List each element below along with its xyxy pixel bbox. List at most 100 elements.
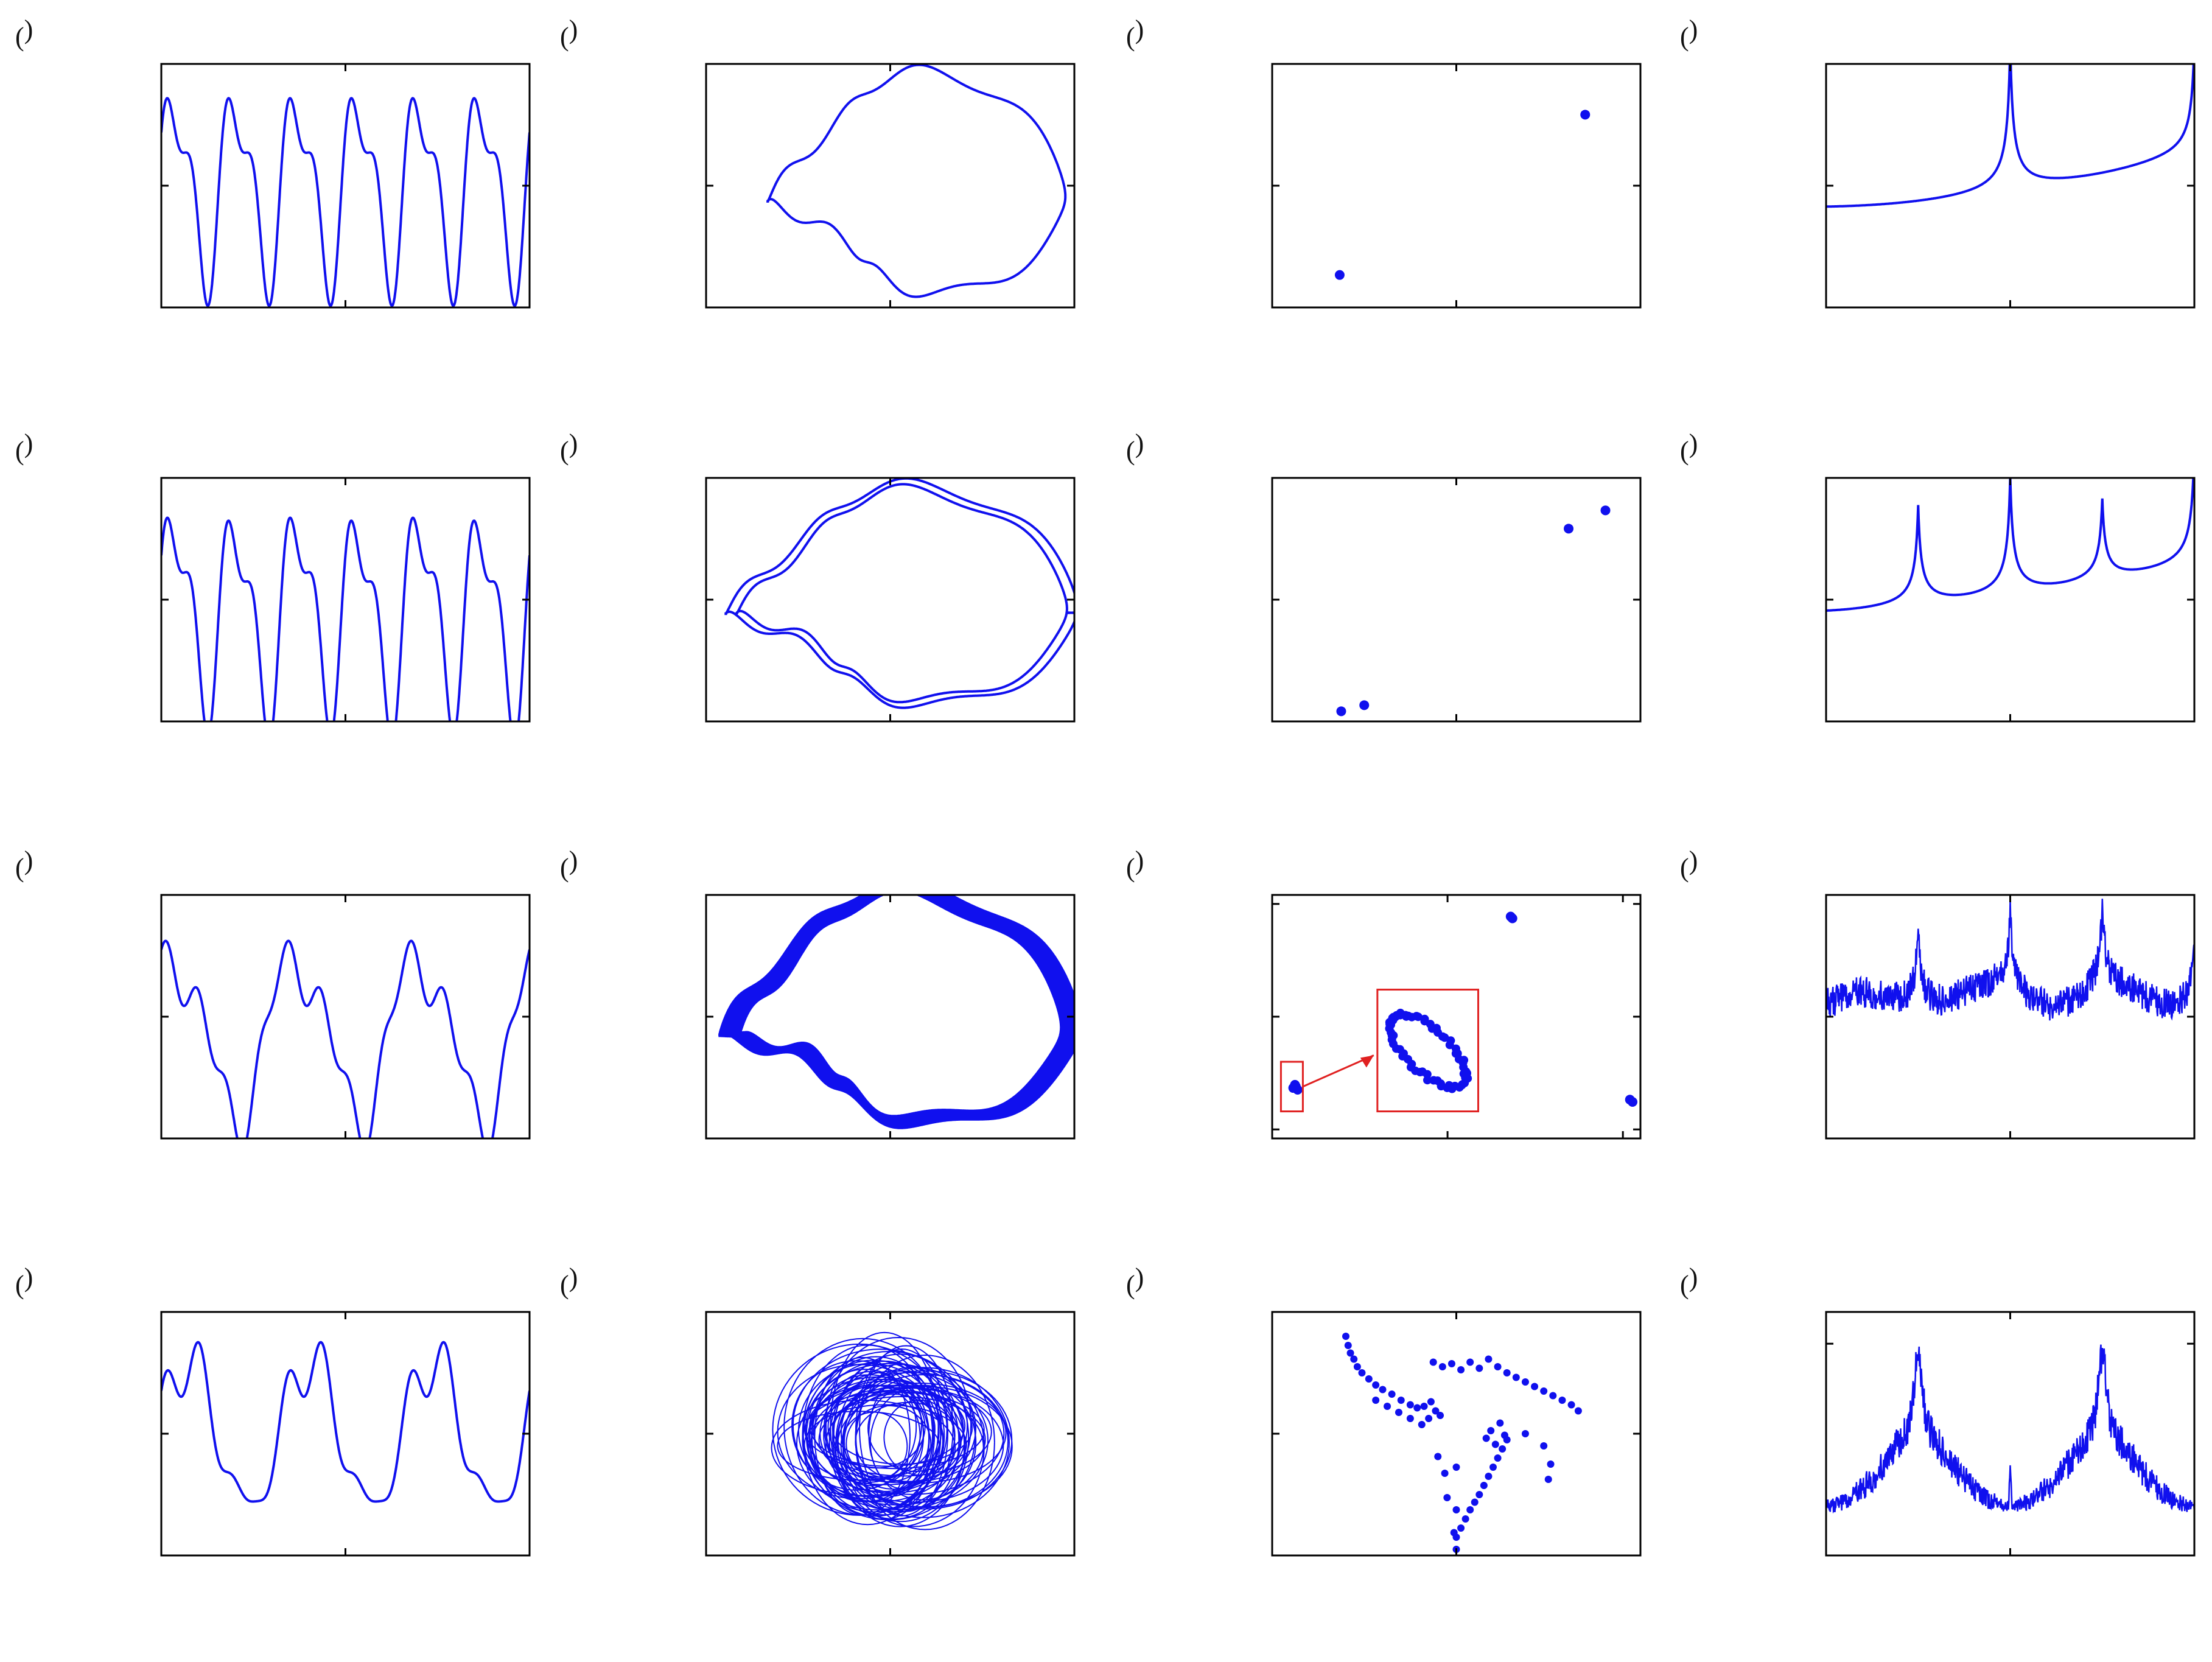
- data-point-5: [1507, 913, 1517, 924]
- series-0: [771, 1331, 1013, 1531]
- plot-area: [1826, 1344, 2194, 1514]
- data-point-33: [1521, 1378, 1529, 1386]
- data-point-42: [1491, 1440, 1499, 1448]
- panel-label: (): [1680, 429, 1698, 466]
- panel-label-open: (: [1680, 853, 1689, 883]
- plot-area: [1288, 911, 1638, 1107]
- orbit-loop-35: [802, 1350, 976, 1521]
- panel-label-close: ): [1135, 429, 1144, 458]
- data-point-29: [1485, 1355, 1493, 1363]
- data-point-20: [1406, 1415, 1414, 1422]
- data-point-5: [1358, 1369, 1366, 1376]
- panel-label-close: ): [569, 15, 578, 44]
- panel-a2: (): [15, 429, 531, 723]
- panel-label-close: ): [24, 429, 33, 458]
- inset-arrow: [1302, 1054, 1374, 1088]
- panel-label-close: ): [1689, 1263, 1698, 1292]
- panel-a4: (): [15, 1263, 531, 1557]
- panel-label-close: ): [1135, 1263, 1144, 1292]
- inset-point-9: [1451, 1044, 1460, 1053]
- inset-point-53: [1423, 1076, 1432, 1085]
- data-point-1: [1580, 110, 1591, 120]
- series-0: [161, 516, 530, 721]
- orbit-loop-52: [869, 1384, 977, 1501]
- plot-area: [718, 895, 1074, 1129]
- series-0: [1826, 1344, 2194, 1514]
- data-point-36: [1549, 1392, 1557, 1400]
- data-point-0: [1334, 270, 1345, 280]
- data-point-14: [1427, 1398, 1435, 1406]
- panel-label-close: ): [569, 1263, 578, 1292]
- panel-label: (): [15, 15, 33, 52]
- panel-label-open: (: [1126, 436, 1135, 466]
- axes-frame: [160, 63, 531, 309]
- panel-c3: (): [1126, 846, 1642, 1140]
- panel-label-close: ): [569, 846, 578, 875]
- panel-label-close: ): [1135, 15, 1144, 44]
- panel-label-close: ): [1689, 15, 1698, 44]
- series-0: [161, 1341, 530, 1503]
- orbit-loop-20: [783, 1338, 942, 1516]
- axes-frame: [1271, 477, 1642, 723]
- data-point-12: [1413, 1404, 1421, 1412]
- data-point-13: [1420, 1403, 1428, 1410]
- panel-label: (): [560, 1263, 578, 1300]
- series-0: [1826, 64, 2194, 208]
- panel-b1: (): [560, 15, 1076, 309]
- data-point-18: [1384, 1403, 1391, 1410]
- panel-label-open: (: [560, 853, 569, 883]
- inset-zoom: [1279, 989, 1480, 1113]
- axes-frame: [1271, 63, 1642, 309]
- plot-area: [724, 478, 1074, 709]
- axes-frame: [1271, 1311, 1642, 1557]
- panel-c4: (): [1126, 1263, 1642, 1557]
- orbit-loop-32: [842, 1373, 1009, 1509]
- panel-label: (): [15, 429, 33, 466]
- data-point-47: [1547, 1460, 1555, 1468]
- orbit-loop-48: [831, 1392, 973, 1465]
- panel-label: (): [560, 429, 578, 466]
- panel-label-open: (: [560, 22, 569, 52]
- orbit-loop-41: [840, 1411, 908, 1481]
- data-point-22: [1425, 1415, 1433, 1422]
- axes-frame: [1825, 477, 2196, 723]
- data-point-24: [1438, 1363, 1446, 1370]
- data-point-51: [1452, 1464, 1460, 1471]
- data-point-45: [1521, 1430, 1529, 1437]
- axes-frame: [1825, 63, 2196, 309]
- data-point-2: [1564, 524, 1574, 534]
- data-point-19: [1395, 1409, 1402, 1416]
- inset-point-19: [1420, 1014, 1429, 1023]
- data-point-10: [1397, 1397, 1405, 1404]
- data-point-32: [1512, 1373, 1520, 1381]
- data-point-49: [1434, 1453, 1442, 1460]
- data-point-28: [1475, 1364, 1483, 1372]
- data-point-61: [1475, 1491, 1483, 1498]
- panel-label-open: (: [1680, 22, 1689, 52]
- orbit-loop-26: [837, 1370, 1013, 1510]
- panel-c2: (): [1126, 429, 1642, 723]
- inset-point-69: [1463, 1074, 1472, 1083]
- plot-area: [161, 939, 530, 1138]
- data-point-4: [1353, 1363, 1361, 1370]
- data-point-43: [1496, 1419, 1504, 1427]
- data-point-66: [1499, 1445, 1507, 1453]
- data-point-64: [1489, 1464, 1497, 1471]
- axes-frame: [705, 63, 1076, 309]
- panel-label: (): [15, 846, 33, 883]
- plot-area: [766, 64, 1067, 298]
- panel-d1: (): [1680, 15, 2196, 309]
- data-point-26: [1457, 1366, 1465, 1373]
- panel-label-open: (: [15, 436, 24, 466]
- panel-label-open: (: [560, 436, 569, 466]
- panel-label-close: ): [1135, 846, 1144, 875]
- series-0: [718, 895, 1074, 1129]
- data-point-65: [1494, 1454, 1502, 1462]
- panel-label-close: ): [1689, 846, 1698, 875]
- panel-label: (): [1126, 1263, 1144, 1300]
- axes-frame: [160, 894, 531, 1140]
- plot-area: [1334, 110, 1591, 280]
- panel-d4: (): [1680, 1263, 2196, 1557]
- data-point-11: [1406, 1401, 1414, 1409]
- axes-frame: [1825, 894, 2196, 1140]
